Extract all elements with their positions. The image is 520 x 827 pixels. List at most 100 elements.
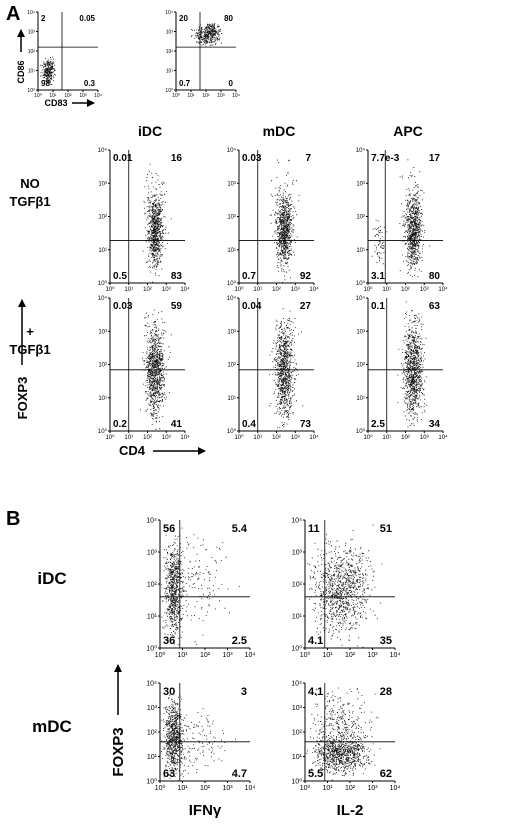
quadrant-value: 0.4 bbox=[242, 419, 256, 430]
quadrant-value: 2.5 bbox=[232, 635, 247, 647]
x-tick-label: 10² bbox=[272, 435, 281, 441]
quadrant-value: 83 bbox=[171, 271, 183, 282]
row-label: mDC bbox=[32, 717, 72, 736]
y-tick-label: 10⁴ bbox=[27, 10, 35, 16]
x-tick-label: 10⁴ bbox=[94, 93, 102, 99]
y-tick-label: 10⁴ bbox=[227, 295, 237, 302]
quadrant-value: 41 bbox=[171, 419, 183, 430]
quadrant-value: 17 bbox=[429, 153, 441, 164]
x-tick-label: 10⁰ bbox=[234, 286, 244, 293]
quadrant-value: 51 bbox=[380, 523, 392, 535]
quadrant-value: 0.3 bbox=[84, 79, 96, 88]
y-axis-label: FOXP3 bbox=[110, 727, 127, 776]
y-tick-label: 10³ bbox=[98, 329, 107, 335]
dots bbox=[142, 163, 172, 283]
y-tick-label: 10⁰ bbox=[146, 777, 157, 785]
x-tick-label: 10⁴ bbox=[390, 785, 401, 792]
dots bbox=[307, 524, 383, 648]
x-tick-label: 10¹ bbox=[124, 287, 133, 293]
quadrant-value: 27 bbox=[300, 301, 312, 312]
quadrant-value: 20 bbox=[179, 14, 188, 23]
y-tick-label: 10⁴ bbox=[356, 295, 366, 302]
y-tick-label: 10⁰ bbox=[27, 88, 35, 94]
x-tick-label: 10¹ bbox=[49, 93, 57, 99]
x-tick-label: 10⁴ bbox=[309, 286, 319, 293]
y-tick-label: 10³ bbox=[292, 549, 303, 556]
quadrant-value: 56 bbox=[163, 523, 175, 535]
dots bbox=[269, 159, 300, 283]
x-tick-label: 10² bbox=[401, 435, 410, 441]
quadrant-value: 63 bbox=[429, 301, 441, 312]
y-tick-label: 10⁰ bbox=[146, 644, 157, 652]
x-tick-label: 10⁴ bbox=[232, 93, 240, 99]
y-tick-label: 10⁰ bbox=[98, 428, 108, 435]
quadrant-value: 0.03 bbox=[242, 153, 262, 164]
y-tick-label: 10⁴ bbox=[165, 10, 173, 16]
x-tick-label: 10⁴ bbox=[390, 652, 401, 659]
x-axis-label: CD83 bbox=[44, 98, 67, 108]
y-axis-label: CD86 bbox=[16, 60, 26, 83]
x-tick-label: 10² bbox=[64, 93, 72, 99]
x-tick-label: 10⁰ bbox=[234, 434, 244, 441]
y-tick-label: 10² bbox=[166, 49, 174, 55]
y-tick-label: 10⁴ bbox=[98, 295, 108, 302]
x-tick-label: 10¹ bbox=[382, 287, 391, 293]
x-tick-label: 10¹ bbox=[322, 785, 333, 792]
x-tick-label: 10⁰ bbox=[363, 286, 373, 293]
dots bbox=[161, 527, 240, 646]
x-tick-label: 10² bbox=[143, 287, 152, 293]
quadrant-value: 0.05 bbox=[79, 14, 95, 23]
dots bbox=[306, 687, 381, 781]
y-tick-label: 10¹ bbox=[28, 68, 36, 74]
quadrant-value: 3.1 bbox=[371, 271, 385, 282]
y-tick-label: 10⁴ bbox=[146, 680, 157, 687]
quadrant-value: 0.7 bbox=[179, 79, 191, 88]
quadrant-value: 5.4 bbox=[232, 523, 248, 535]
x-tick-label: 10² bbox=[202, 93, 210, 99]
y-tick-label: 10⁰ bbox=[356, 280, 366, 287]
y-tick-label: 10¹ bbox=[98, 248, 107, 254]
y-tick-label: 10³ bbox=[356, 181, 365, 187]
x-tick-label: 10⁰ bbox=[300, 651, 311, 659]
quadrant-value: 11 bbox=[308, 523, 320, 535]
quadrant-value: 92 bbox=[300, 271, 312, 282]
y-tick-label: 10³ bbox=[147, 549, 158, 556]
x-tick-label: 10² bbox=[272, 287, 281, 293]
x-tick-label: 10⁰ bbox=[300, 784, 311, 792]
y-tick-label: 10² bbox=[356, 215, 365, 221]
y-tick-label: 10¹ bbox=[227, 396, 236, 402]
x-tick-label: 10⁰ bbox=[105, 434, 115, 441]
y-tick-label: 10³ bbox=[166, 29, 174, 35]
panel-label: A bbox=[6, 3, 20, 25]
x-tick-label: 10³ bbox=[367, 785, 378, 792]
y-tick-label: 10¹ bbox=[227, 248, 236, 254]
x-tick-label: 10³ bbox=[217, 93, 225, 99]
x-tick-label: 10² bbox=[200, 785, 211, 792]
quadrant-value: 28 bbox=[380, 686, 392, 698]
x-tick-label: 10¹ bbox=[253, 287, 262, 293]
y-tick-label: 10⁴ bbox=[227, 147, 237, 154]
dots bbox=[40, 56, 56, 86]
y-tick-label: 10² bbox=[147, 729, 158, 736]
x-tick-label: 10² bbox=[345, 652, 356, 659]
x-tick-label: 10³ bbox=[291, 287, 300, 293]
y-tick-label: 10³ bbox=[147, 705, 158, 712]
dots bbox=[161, 690, 236, 779]
x-tick-label: 10² bbox=[200, 652, 211, 659]
x-tick-label: 10¹ bbox=[124, 435, 133, 441]
y-tick-label: 10² bbox=[292, 581, 303, 588]
y-tick-label: 10⁰ bbox=[356, 428, 366, 435]
y-tick-label: 10⁰ bbox=[98, 280, 108, 287]
quadrant-value: 63 bbox=[163, 768, 175, 780]
y-axis-label: FOXP3 bbox=[15, 377, 30, 420]
row-label: iDC bbox=[37, 569, 66, 588]
y-tick-label: 10³ bbox=[227, 329, 236, 335]
column-header: mDC bbox=[263, 123, 296, 139]
